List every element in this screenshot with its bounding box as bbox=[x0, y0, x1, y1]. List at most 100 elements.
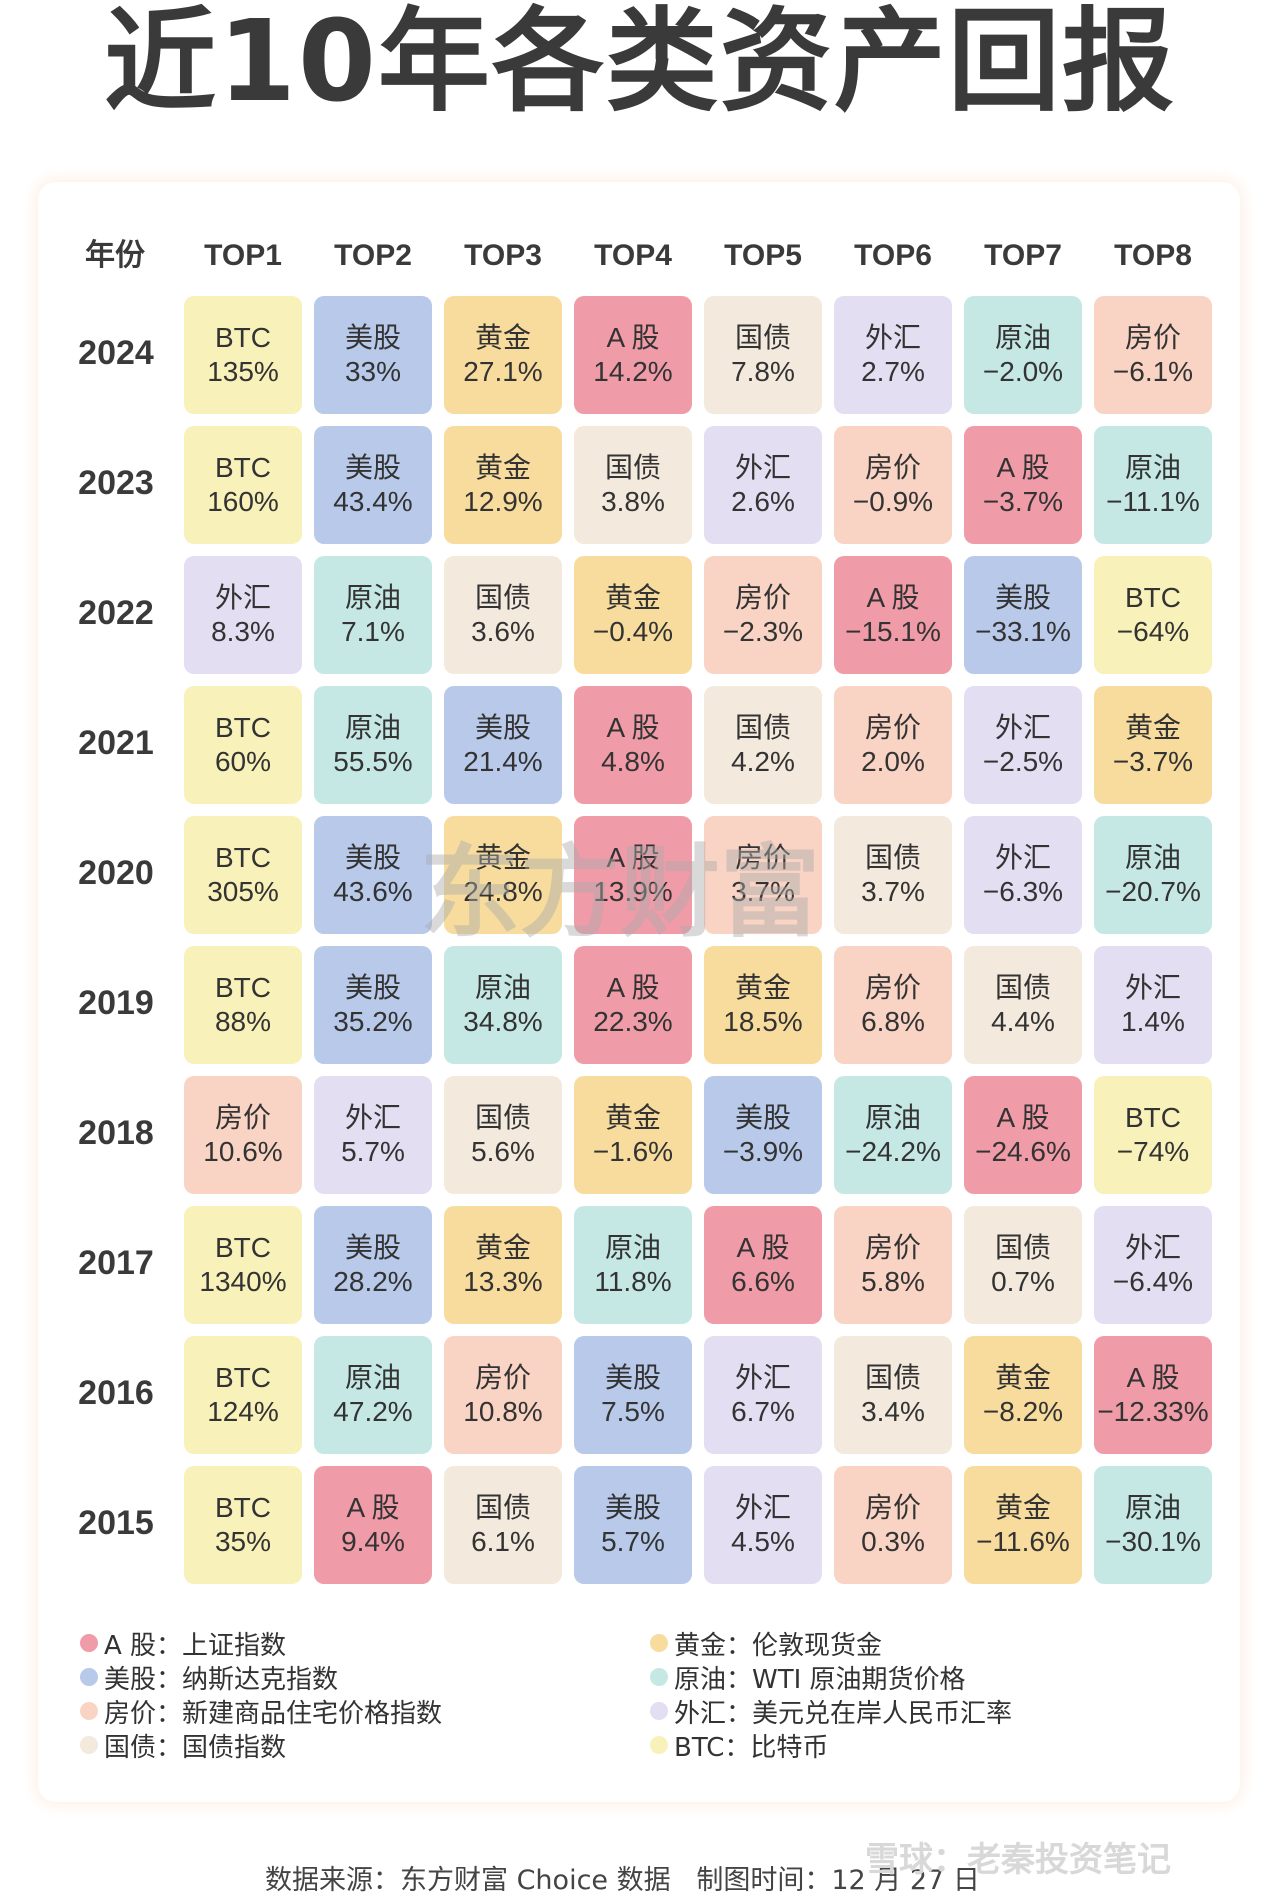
asset-return: 1.4% bbox=[1121, 1006, 1185, 1037]
header-rank: TOP8 bbox=[1114, 239, 1192, 272]
asset-name: BTC bbox=[215, 972, 271, 1003]
year-label: 2024 bbox=[78, 334, 154, 372]
header-rank: TOP2 bbox=[334, 239, 412, 272]
asset-return: 7.8% bbox=[731, 356, 795, 387]
asset-name: 原油 bbox=[474, 972, 531, 1003]
header-rank: TOP3 bbox=[464, 239, 542, 272]
header-rank: TOP1 bbox=[204, 239, 282, 272]
asset-return: 3.4% bbox=[861, 1396, 925, 1427]
asset-cell: A 股 −15.1% bbox=[834, 556, 952, 674]
legend-item: 美股：纳斯达克指数 bbox=[80, 1660, 338, 1695]
asset-cell: 国债 3.4% bbox=[834, 1336, 952, 1454]
asset-name: 国债 bbox=[474, 1492, 531, 1523]
asset-name: 黄金 bbox=[604, 1102, 661, 1133]
asset-cell: 外汇 8.3% bbox=[184, 556, 302, 674]
asset-cell: 美股 5.7% bbox=[574, 1466, 692, 1584]
asset-cell: BTC 1340% bbox=[184, 1206, 302, 1324]
asset-name: BTC bbox=[215, 1362, 271, 1393]
asset-return: 4.2% bbox=[731, 746, 795, 777]
asset-name: A 股 bbox=[1126, 1362, 1180, 1393]
asset-return: 11.8% bbox=[594, 1266, 672, 1297]
asset-cell: 美股 28.2% bbox=[314, 1206, 432, 1324]
asset-cell: 房价 −0.9% bbox=[834, 426, 952, 544]
asset-name: 原油 bbox=[1124, 842, 1181, 873]
asset-return: −11.6% bbox=[976, 1526, 1070, 1557]
asset-cell: 原油 11.8% bbox=[574, 1206, 692, 1324]
asset-cell: 黄金 18.5% bbox=[704, 946, 822, 1064]
asset-return: 2.7% bbox=[861, 356, 925, 387]
asset-cell: 外汇 −6.4% bbox=[1094, 1206, 1212, 1324]
asset-cell: 房价 2.0% bbox=[834, 686, 952, 804]
asset-return: −0.9% bbox=[852, 486, 934, 517]
asset-name: BTC bbox=[215, 452, 271, 483]
asset-return: 8.3% bbox=[211, 616, 275, 647]
asset-cell: 外汇 −6.3% bbox=[964, 816, 1082, 934]
header-rank: TOP5 bbox=[724, 239, 802, 272]
asset-cell: 黄金 12.9% bbox=[444, 426, 562, 544]
asset-name: 国债 bbox=[994, 1232, 1051, 1263]
asset-cell: 房价 6.8% bbox=[834, 946, 952, 1064]
asset-return: 27.1% bbox=[463, 356, 543, 387]
year-label: 2017 bbox=[78, 1244, 154, 1282]
asset-name: A 股 bbox=[996, 452, 1050, 483]
legend-item: A 股：上证指数 bbox=[80, 1626, 286, 1661]
asset-cell: BTC 124% bbox=[184, 1336, 302, 1454]
asset-cell: 房价 −6.1% bbox=[1094, 296, 1212, 414]
asset-return: 7.1% bbox=[341, 616, 405, 647]
asset-return: 3.7% bbox=[861, 876, 925, 907]
asset-name: 国债 bbox=[474, 1102, 531, 1133]
asset-name: 原油 bbox=[864, 1102, 921, 1133]
asset-cell: 美股 21.4% bbox=[444, 686, 562, 804]
legend-item: 黄金：伦敦现货金 bbox=[650, 1626, 883, 1661]
asset-cell: 外汇 6.7% bbox=[704, 1336, 822, 1454]
asset-cell: A 股 −24.6% bbox=[964, 1076, 1082, 1194]
asset-name: 美股 bbox=[344, 452, 401, 483]
asset-return: 135% bbox=[207, 356, 279, 387]
asset-name: BTC bbox=[215, 1492, 271, 1523]
asset-cell: 国债 4.4% bbox=[964, 946, 1082, 1064]
asset-cell: 黄金 −0.4% bbox=[574, 556, 692, 674]
asset-name: BTC bbox=[215, 322, 271, 353]
asset-cell: 原油 7.1% bbox=[314, 556, 432, 674]
asset-name: 国债 bbox=[734, 712, 791, 743]
asset-cell: A 股 6.6% bbox=[704, 1206, 822, 1324]
asset-name: 原油 bbox=[344, 712, 401, 743]
legend-dot-icon bbox=[80, 1634, 98, 1652]
year-label: 2018 bbox=[78, 1114, 154, 1152]
asset-name: BTC bbox=[215, 1232, 271, 1263]
asset-return: 22.3% bbox=[593, 1006, 673, 1037]
asset-name: A 股 bbox=[996, 1102, 1050, 1133]
asset-return: 2.0% bbox=[861, 746, 925, 777]
asset-name: 房价 bbox=[734, 842, 791, 873]
asset-name: 美股 bbox=[604, 1492, 661, 1523]
asset-return: −24.6% bbox=[975, 1136, 1071, 1167]
year-label: 2016 bbox=[78, 1374, 154, 1412]
asset-cell: A 股 4.8% bbox=[574, 686, 692, 804]
asset-name: 房价 bbox=[474, 1362, 531, 1393]
legend-item: 国债：国债指数 bbox=[80, 1728, 286, 1763]
asset-name: 房价 bbox=[864, 972, 921, 1003]
asset-return: 1340% bbox=[199, 1266, 287, 1297]
asset-return: 55.5% bbox=[333, 746, 413, 777]
legend-dot-icon bbox=[650, 1736, 668, 1754]
legend-text: 黄金：伦敦现货金 bbox=[674, 1630, 883, 1661]
year-label: 2019 bbox=[78, 984, 154, 1022]
asset-cell: BTC 60% bbox=[184, 686, 302, 804]
legend-item: BTC：比特币 bbox=[650, 1728, 828, 1763]
asset-cell: 外汇 2.6% bbox=[704, 426, 822, 544]
asset-name: 外汇 bbox=[1124, 1232, 1181, 1263]
asset-name: 房价 bbox=[864, 712, 921, 743]
asset-cell: 黄金 −11.6% bbox=[964, 1466, 1082, 1584]
asset-name: 美股 bbox=[344, 1232, 401, 1263]
asset-return: 6.7% bbox=[731, 1396, 795, 1427]
asset-cell: 外汇 5.7% bbox=[314, 1076, 432, 1194]
asset-return: 5.6% bbox=[471, 1136, 535, 1167]
legend-item: 房价：新建商品住宅价格指数 bbox=[80, 1694, 442, 1729]
asset-cell: A 股 14.2% bbox=[574, 296, 692, 414]
asset-cell: 美股 33% bbox=[314, 296, 432, 414]
asset-return: −6.4% bbox=[1112, 1266, 1194, 1297]
asset-name: 外汇 bbox=[344, 1102, 401, 1133]
asset-name: 原油 bbox=[994, 322, 1051, 353]
asset-cell: BTC −64% bbox=[1094, 556, 1212, 674]
asset-name: 黄金 bbox=[474, 1232, 531, 1263]
